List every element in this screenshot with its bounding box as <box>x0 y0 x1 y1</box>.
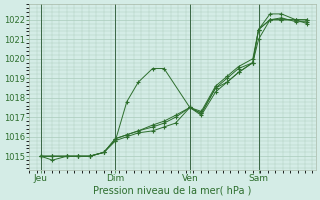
X-axis label: Pression niveau de la mer( hPa ): Pression niveau de la mer( hPa ) <box>93 186 252 196</box>
